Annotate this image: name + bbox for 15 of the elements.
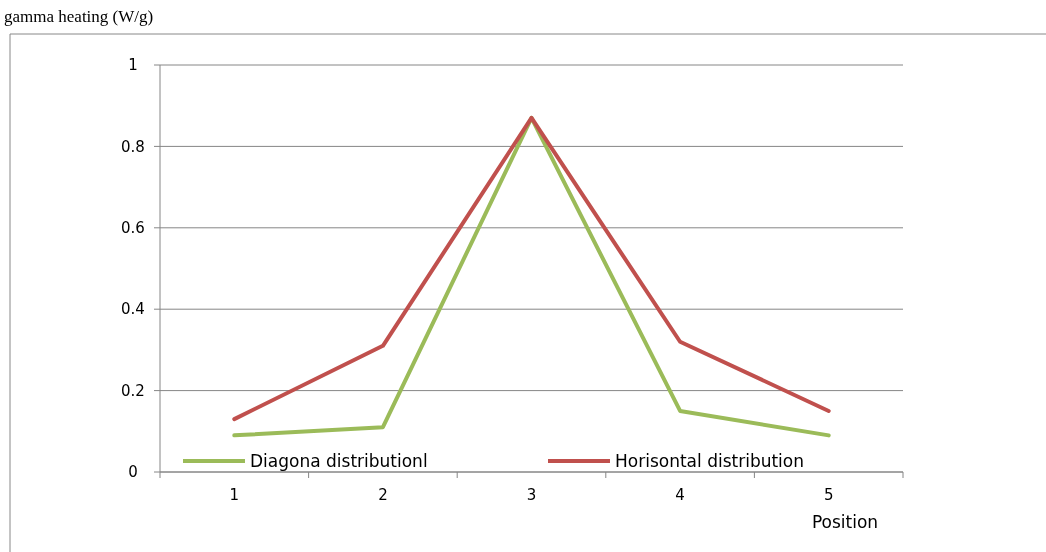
x-tick-label: 1: [229, 486, 240, 504]
y-tick-label: 0.4: [121, 300, 145, 319]
y-tick-label: 0.8: [121, 137, 145, 156]
x-tick-label: 2: [378, 486, 388, 504]
y-tick-label: 1: [128, 56, 138, 75]
legend-label: Diagona distributionl: [250, 450, 428, 471]
y-axis-title: gamma heating (W/g): [4, 7, 154, 26]
y-tick-label: 0.6: [121, 219, 145, 238]
x-axis-title: Position: [811, 512, 879, 532]
x-tick-label: 3: [526, 486, 537, 504]
x-tick-label: 5: [823, 486, 834, 504]
legend-label: Horisontal distribution: [615, 450, 805, 471]
x-tick-label: 4: [675, 486, 685, 504]
y-tick-label: 0.2: [121, 381, 145, 400]
y-tick-label: 0: [128, 463, 138, 482]
